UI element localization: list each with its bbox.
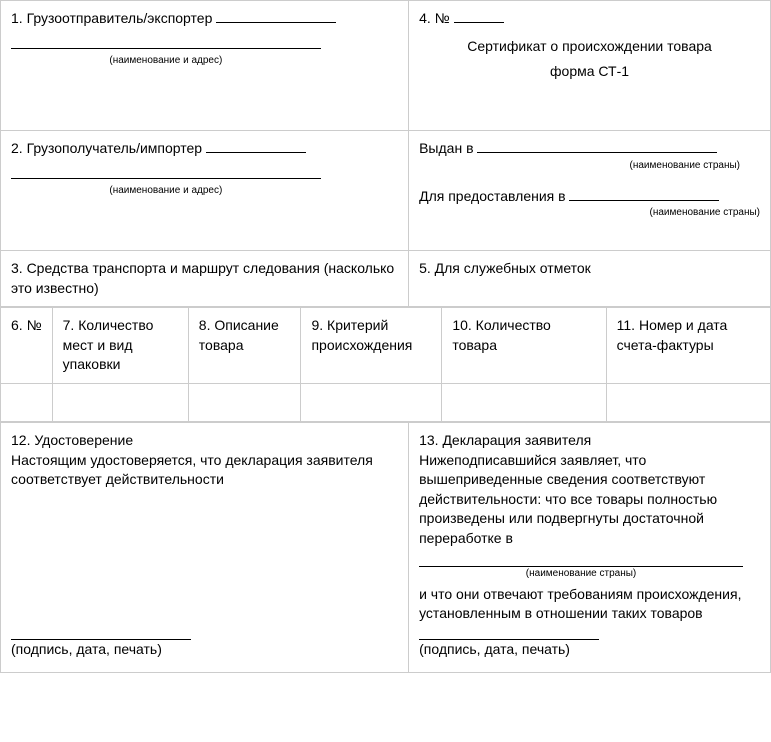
box12-sign-hint: (подпись, дата, печать) xyxy=(11,641,162,657)
form-bottom-table: 12. Удостоверение Настоящим удостоверяет… xyxy=(0,422,771,673)
col6-cell xyxy=(1,383,53,421)
box4b-issued-label: Выдан в xyxy=(419,140,473,156)
col7-label: 7. Количество мест и вид упаковки xyxy=(63,317,154,372)
box4-number-blank xyxy=(454,9,504,23)
box13-hint: (наименование страны) xyxy=(419,567,743,581)
form-top-table: 1. Грузоотправитель/экспортер (наименова… xyxy=(0,0,771,307)
box4-title2: форма СТ-1 xyxy=(419,62,760,82)
box-13-declaration: 13. Декларация заявителя Нижеподписавший… xyxy=(409,422,771,672)
box4b-issued-blank xyxy=(477,139,717,153)
box4b-present-blank xyxy=(569,187,719,201)
box12-sign-line xyxy=(11,626,191,640)
box1-hint: (наименование и адрес) xyxy=(11,54,321,68)
form-goods-table: 6. № 7. Количество мест и вид упаковки 8… xyxy=(0,307,771,422)
box-2-consignee: 2. Грузополучатель/импортер (наименовани… xyxy=(1,131,409,251)
box13-text2: и что они отвечают требованиям происхожд… xyxy=(419,585,760,624)
col-8-header: 8. Описание товара xyxy=(188,308,301,384)
col8-label: 8. Описание товара xyxy=(199,317,279,353)
col11-cell xyxy=(606,383,770,421)
box1-label: 1. Грузоотправитель/экспортер xyxy=(11,10,212,26)
box1-blank-inline xyxy=(216,9,336,23)
box12-text: Настоящим удостоверяется, что декларация… xyxy=(11,451,398,490)
box4b-present-row: Для предоставления в xyxy=(419,187,760,207)
col7-cell xyxy=(52,383,188,421)
col6-label: 6. № xyxy=(11,317,42,333)
box13-sign-line xyxy=(419,626,599,640)
col-11-header: 11. Номер и дата счета-фактуры xyxy=(606,308,770,384)
box-4b-issued: Выдан в (наименование страны) Для предос… xyxy=(409,131,771,251)
col9-cell xyxy=(301,383,442,421)
col8-cell xyxy=(188,383,301,421)
box4b-present-label: Для предоставления в xyxy=(419,188,566,204)
box-12-certification: 12. Удостоверение Настоящим удостоверяет… xyxy=(1,422,409,672)
col10-cell xyxy=(442,383,606,421)
col10-label: 10. Количество товара xyxy=(452,317,551,353)
col11-label: 11. Номер и дата счета-фактуры xyxy=(617,317,728,353)
col-6-header: 6. № xyxy=(1,308,53,384)
box13-country-line xyxy=(419,553,743,567)
box3-label: 3. Средства транспорта и маршрут следова… xyxy=(11,260,394,296)
col-7-header: 7. Количество мест и вид упаковки xyxy=(52,308,188,384)
box-1-consignor: 1. Грузоотправитель/экспортер (наименова… xyxy=(1,1,409,131)
box13-sign-hint: (подпись, дата, печать) xyxy=(419,641,570,657)
col9-label: 9. Критерий происхождения xyxy=(311,317,412,353)
box5-label: 5. Для служебных отметок xyxy=(419,260,591,276)
box2-blank-inline xyxy=(206,139,306,153)
col-9-header: 9. Критерий происхождения xyxy=(301,308,442,384)
box2-hint: (наименование и адрес) xyxy=(11,184,321,198)
box-3-transport: 3. Средства транспорта и маршрут следова… xyxy=(1,251,409,307)
box-5-official: 5. Для служебных отметок xyxy=(409,251,771,307)
box2-label: 2. Грузополучатель/импортер xyxy=(11,140,202,156)
box13-text1: Нижеподписавшийся заявляет, что вышеприв… xyxy=(419,451,760,549)
box-4-header: 4. № Сертификат о происхождении товара ф… xyxy=(409,1,771,131)
col-10-header: 10. Количество товара xyxy=(442,308,606,384)
box4-title1: Сертификат о происхождении товара xyxy=(419,37,760,57)
box4b-hint2: (наименование страны) xyxy=(419,206,760,220)
box4-number-label: 4. № xyxy=(419,10,450,26)
box13-title: 13. Декларация заявителя xyxy=(419,431,760,451)
box4b-hint1: (наименование страны) xyxy=(419,159,760,173)
box12-title: 12. Удостоверение xyxy=(11,431,398,451)
box1-blank-full xyxy=(11,35,321,49)
box2-blank-full xyxy=(11,165,321,179)
